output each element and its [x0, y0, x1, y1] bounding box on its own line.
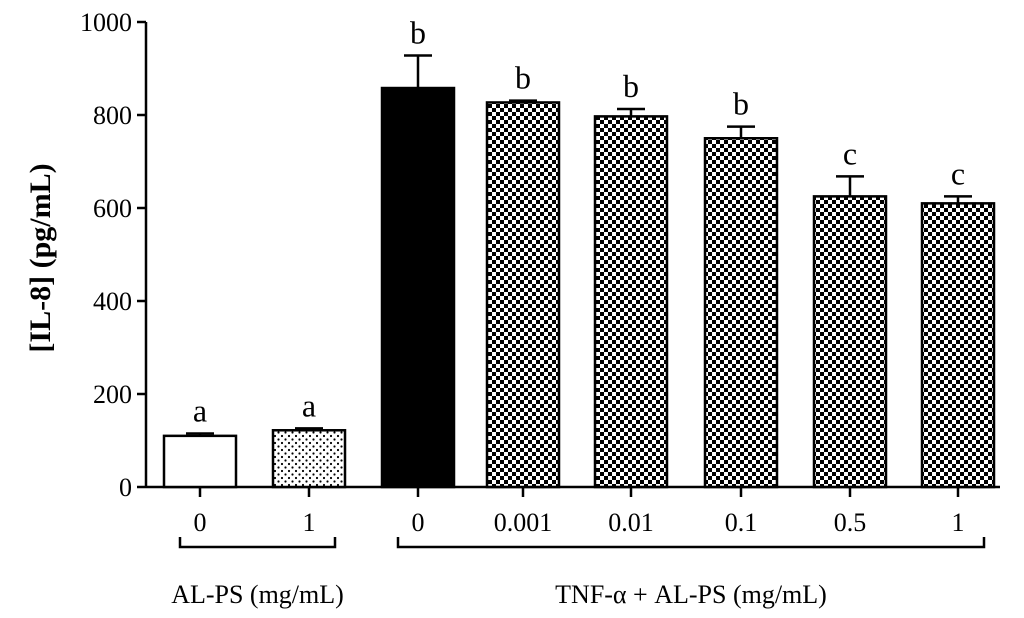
y-tick-label-0: 0	[119, 473, 132, 502]
bar-0	[162, 434, 238, 489]
y-axis-title: [IL-8] (pg/mL)	[24, 163, 57, 352]
bar-2	[380, 86, 456, 489]
x-tick-label-4: 0.01	[608, 508, 654, 537]
bar-5	[703, 137, 779, 489]
y-tick-label-4: 800	[93, 101, 132, 130]
x-tick-label-0: 0	[194, 508, 207, 537]
bar-3	[485, 101, 561, 489]
x-tick-label-3: 0.001	[494, 508, 553, 537]
group-label-0: AL-PS (mg/mL)	[171, 580, 344, 609]
x-tick-label-7: 1	[952, 508, 965, 537]
x-tick-label-6: 0.5	[834, 508, 867, 537]
significance-label-4: b	[623, 68, 639, 104]
bar-6	[812, 195, 888, 489]
x-tick-label-2: 0	[412, 508, 425, 537]
group-bracket-0	[178, 537, 337, 549]
significance-label-3: b	[515, 60, 531, 96]
significance-label-7: c	[951, 155, 965, 191]
significance-label-1: a	[302, 387, 316, 423]
significance-label-5: b	[733, 86, 749, 122]
group-label-1: TNF-α + AL-PS (mg/mL)	[555, 580, 827, 609]
significance-label-0: a	[193, 393, 207, 429]
bar-7	[920, 202, 996, 489]
significance-label-6: c	[843, 135, 857, 171]
y-tick-label-3: 600	[93, 194, 132, 223]
x-tick-label-5: 0.1	[725, 508, 758, 537]
significance-label-2: b	[410, 14, 426, 50]
x-tick-label-1: 1	[303, 508, 316, 537]
y-tick-label-1: 200	[93, 380, 132, 409]
group-bracket-1	[396, 537, 986, 549]
bar-4	[593, 115, 669, 489]
y-tick-label-2: 400	[93, 287, 132, 316]
bar-1	[271, 429, 347, 489]
y-tick-label-5: 1000	[80, 8, 132, 37]
